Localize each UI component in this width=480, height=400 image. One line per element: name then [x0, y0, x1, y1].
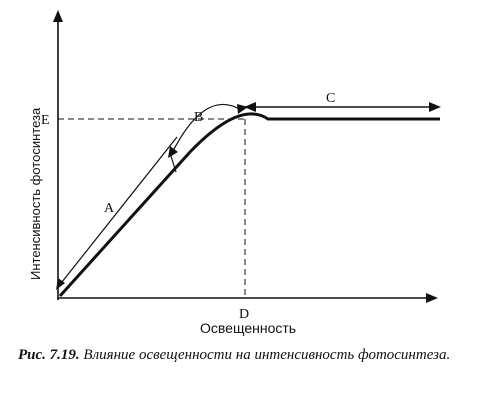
- region-b-arrow: [171, 103, 242, 154]
- region-a-arrow: [57, 136, 178, 288]
- y-axis-arrow-icon: [53, 10, 63, 22]
- y-axis-label: Интенсивность фотосинтеза: [28, 107, 43, 280]
- label-e: E: [41, 113, 50, 128]
- caption-text: Влияние освещенности на интенсивность фо…: [83, 347, 451, 363]
- label-b: B: [194, 110, 203, 125]
- caption-label: Рис. 7.19.: [18, 347, 80, 363]
- label-a: A: [104, 201, 115, 216]
- label-c: C: [326, 91, 335, 106]
- x-axis-label: Освещенность: [200, 320, 296, 336]
- region-b-arrowhead-right-icon: [237, 104, 248, 114]
- diagram-svg: A B C D E Освещенность Интенсивность фот…: [28, 10, 441, 336]
- region-c-arrowhead-right-icon: [429, 102, 441, 112]
- region-b-arrowhead-left-icon: [168, 146, 178, 158]
- figure-caption: Рис. 7.19. Влияние освещенности на интен…: [18, 345, 468, 365]
- label-d: D: [239, 307, 249, 322]
- region-c-arrowhead-left-icon: [244, 102, 256, 112]
- photosynthesis-curve: [58, 112, 440, 298]
- x-axis-arrow-icon: [426, 293, 438, 303]
- region-a-arrowhead-bottom-icon: [56, 278, 65, 290]
